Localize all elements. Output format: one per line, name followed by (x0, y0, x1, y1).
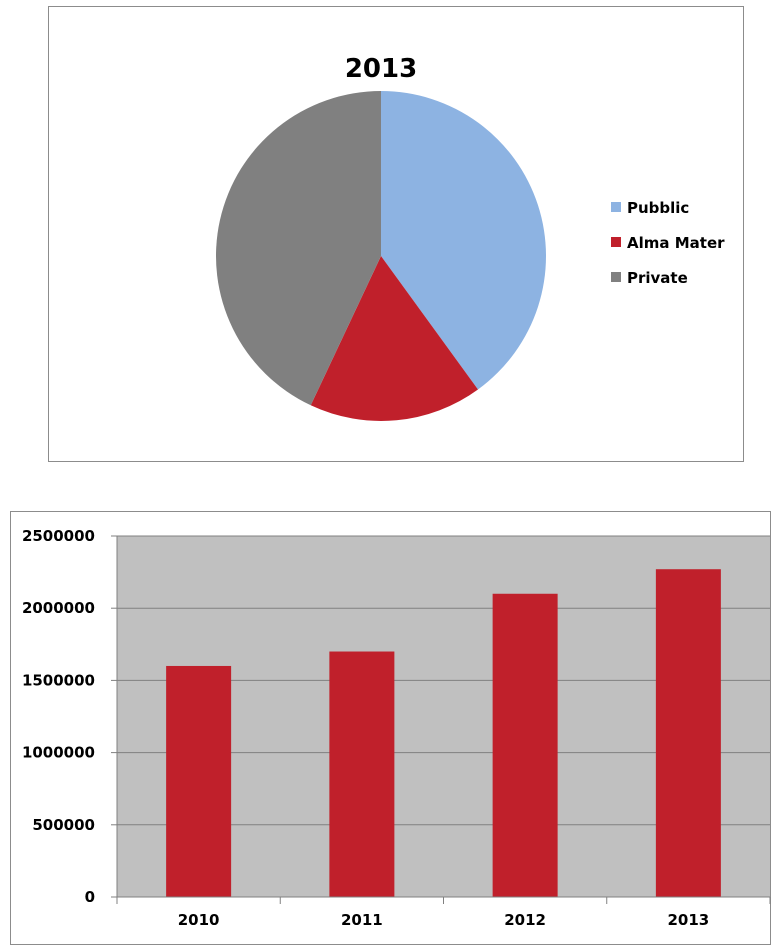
x-tick-label: 2012 (504, 911, 546, 929)
bar-chart-svg: 0 500000 1000000 1500000 2000000 2500000 2010… (22, 527, 771, 929)
x-tick-label: 2010 (178, 911, 220, 929)
bar-chart-panel: 0 500000 1000000 1500000 2000000 2500000 2010… (10, 511, 771, 945)
legend-swatch-pubblic (611, 202, 621, 212)
x-tick-label: 2013 (668, 911, 710, 929)
bar-2011 (329, 651, 395, 897)
pie-slices (215, 91, 546, 421)
bar-2012 (492, 593, 558, 897)
pie-chart-svg: 2013 Pubblic Alma Mater Private (215, 54, 725, 421)
legend-label-pubblic: Pubblic (627, 199, 689, 217)
pie-slice-pubblic (381, 91, 546, 390)
y-tick-label: 1000000 (22, 744, 95, 762)
legend-swatch-alma-mater (611, 237, 621, 247)
y-tick-label: 2000000 (22, 599, 95, 617)
pie-chart-panel: 2013 Pubblic Alma Mater Private (48, 6, 744, 462)
y-tick-label: 1500000 (22, 671, 95, 689)
y-tick-label: 0 (85, 888, 95, 906)
legend-label-private: Private (627, 269, 688, 287)
axes (116, 536, 770, 898)
x-axis-tick-labels: 2010 2011 2012 2013 (178, 911, 710, 929)
pie-slice-private (215, 91, 381, 406)
bar-2010 (166, 665, 232, 897)
pie-chart-title: 2013 (345, 54, 417, 84)
x-tick-label: 2011 (341, 911, 383, 929)
legend-swatch-private (611, 272, 621, 282)
pie-slice-alma-mater (310, 256, 478, 421)
pie-legend: Pubblic Alma Mater Private (611, 199, 725, 287)
y-tick-label: 500000 (32, 816, 95, 834)
y-axis-tick-labels: 0 500000 1000000 1500000 2000000 2500000 (22, 527, 95, 906)
y-tick-label: 2500000 (22, 527, 95, 545)
bars (166, 569, 721, 897)
bar-2013 (655, 569, 721, 897)
legend-label-alma-mater: Alma Mater (627, 234, 725, 252)
